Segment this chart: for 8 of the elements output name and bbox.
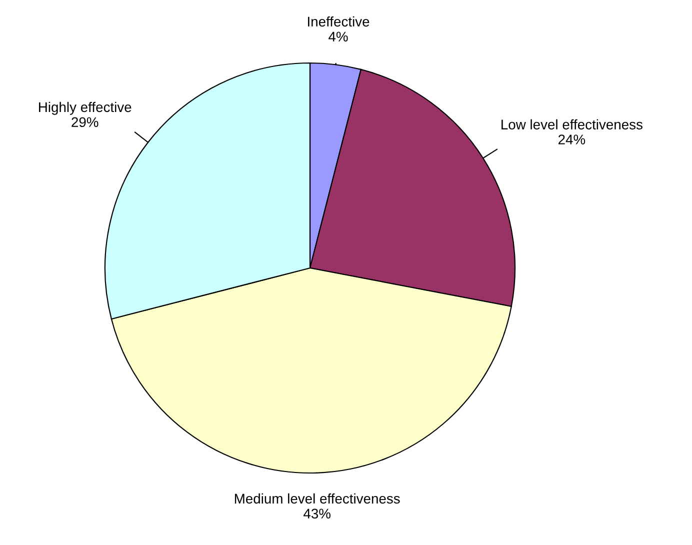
data-label: 24% [558,134,586,144]
slice-label: Medium level effectiveness [234,493,400,504]
data-label: 43% [304,508,330,519]
data-label: 4% [328,32,348,42]
slice-label: Highly effective [39,102,132,115]
slice-label: Ineffective [308,16,370,27]
slice-label: Low level effectiveness [502,119,642,130]
data-label: 29% [72,117,98,128]
